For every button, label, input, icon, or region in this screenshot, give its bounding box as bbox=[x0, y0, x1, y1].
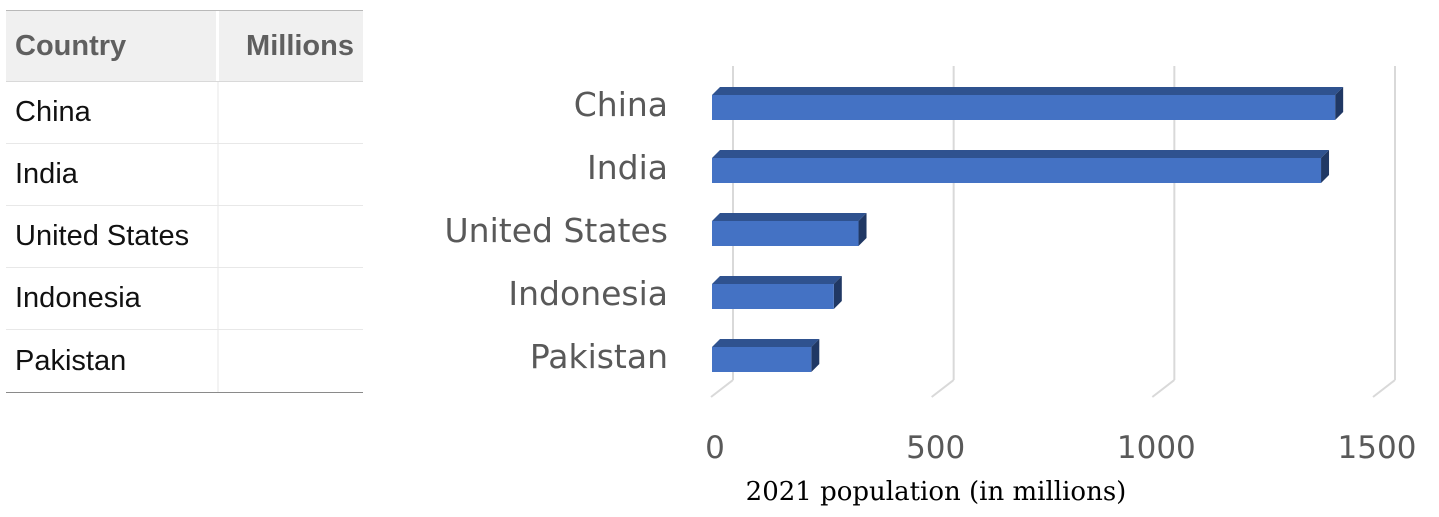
bars bbox=[712, 87, 1344, 372]
bar-united-states bbox=[712, 213, 867, 246]
country-table: Country Millions China India United Stat… bbox=[6, 10, 363, 393]
bar-front-face bbox=[712, 221, 859, 246]
x-tick-label: 1000 bbox=[1117, 430, 1196, 466]
table-header: Country Millions bbox=[6, 11, 363, 82]
bar-pakistan bbox=[712, 339, 820, 372]
cell-country: Pakistan bbox=[6, 330, 219, 392]
x-tick-label: 1500 bbox=[1338, 430, 1417, 466]
bar-indonesia bbox=[712, 276, 842, 309]
y-category-label: China bbox=[574, 85, 668, 124]
x-axis-label: 2021 population (in millions) bbox=[746, 477, 1127, 507]
table-row: Pakistan bbox=[6, 330, 363, 392]
y-category-label: United States bbox=[445, 211, 668, 250]
bar-side-face bbox=[1321, 150, 1330, 183]
x-tick-label: 0 bbox=[705, 430, 725, 466]
bar-china bbox=[712, 87, 1344, 120]
bar-top-face bbox=[712, 87, 1344, 95]
table-row: China bbox=[6, 82, 363, 144]
table-row: India bbox=[6, 144, 363, 206]
y-category-label: Indonesia bbox=[508, 274, 668, 313]
bar-top-face bbox=[712, 276, 842, 284]
bar-top-face bbox=[712, 213, 867, 221]
bar-top-face bbox=[712, 339, 820, 347]
gridline-floor-1000 bbox=[1151, 379, 1175, 398]
x-tick-label: 500 bbox=[906, 430, 965, 466]
bar-side-face bbox=[858, 213, 867, 246]
bar-side-face bbox=[833, 276, 842, 309]
bar-top-face bbox=[712, 150, 1330, 158]
gridline-floor-500 bbox=[931, 379, 955, 398]
bar-front-face bbox=[712, 158, 1322, 183]
cell-country: United States bbox=[6, 206, 219, 267]
cell-country: Indonesia bbox=[6, 268, 219, 329]
bar-india bbox=[712, 150, 1330, 183]
labels: 0 500 1000 1500 China India United States Indon… bbox=[445, 85, 1417, 466]
bar-front-face bbox=[712, 347, 812, 372]
y-category-label: Pakistan bbox=[530, 337, 668, 376]
header-millions: Millions bbox=[219, 11, 363, 81]
header-country: Country bbox=[6, 11, 219, 81]
bar-front-face bbox=[712, 95, 1336, 120]
bar-side-face bbox=[811, 339, 820, 372]
cell-country: India bbox=[6, 144, 219, 205]
cell-country: China bbox=[6, 82, 219, 143]
gridline-floor-0 bbox=[710, 379, 734, 398]
bar-side-face bbox=[1335, 87, 1344, 120]
bar-front-face bbox=[712, 284, 834, 309]
table-row: Indonesia bbox=[6, 268, 363, 330]
gridline-floor-1500 bbox=[1372, 379, 1396, 398]
table-row: United States bbox=[6, 206, 363, 268]
y-category-label: India bbox=[587, 148, 668, 187]
